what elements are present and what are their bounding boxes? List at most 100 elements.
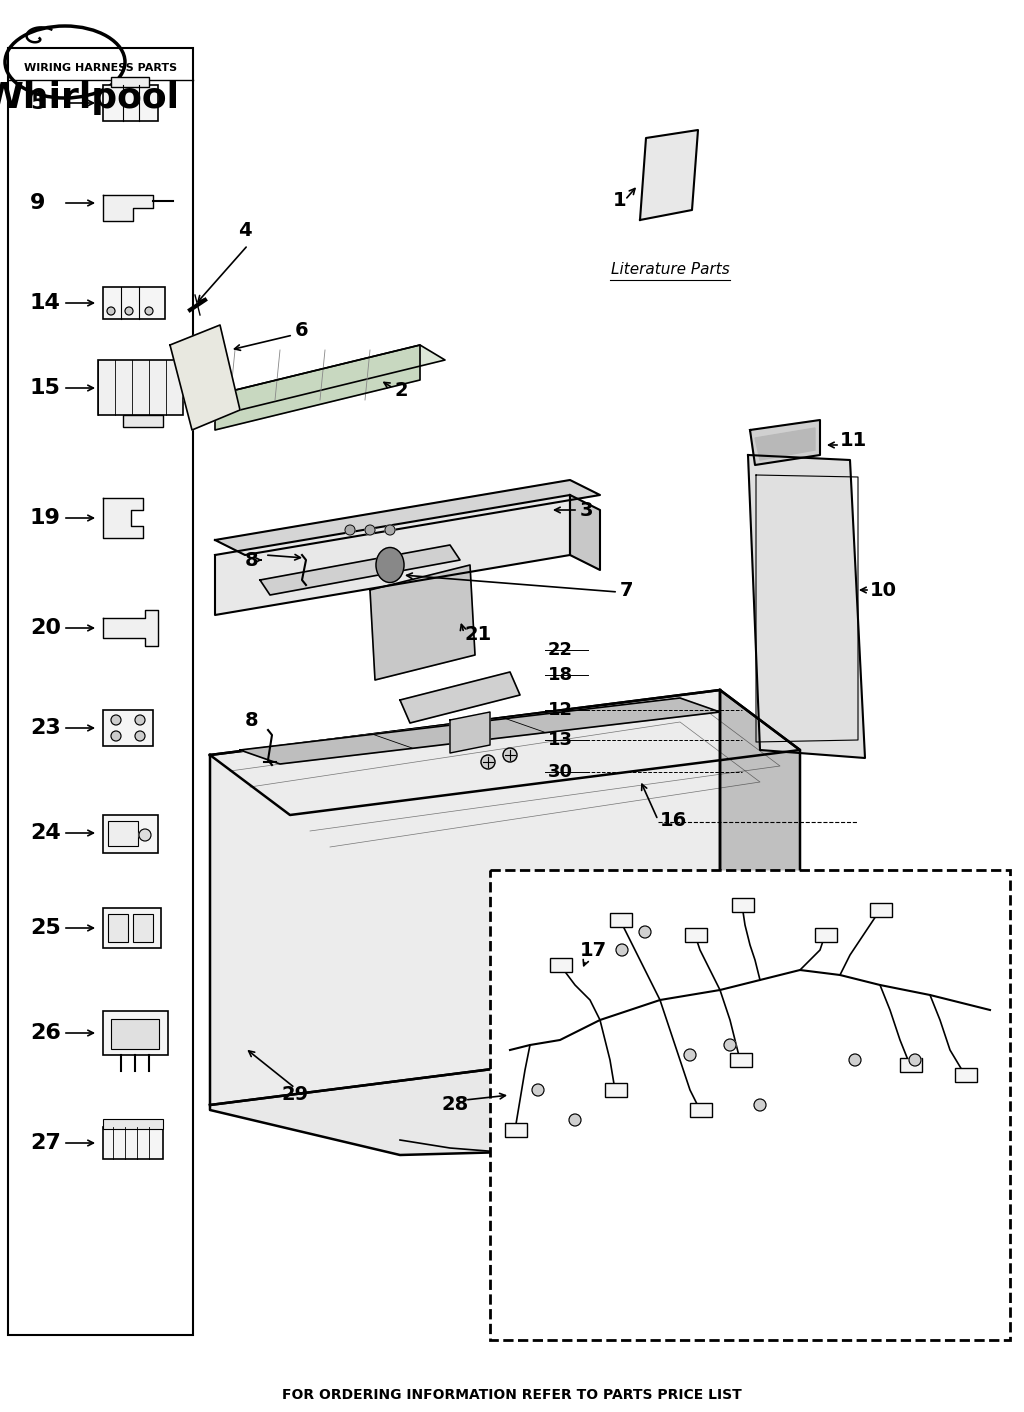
- Circle shape: [385, 525, 395, 535]
- Bar: [900, 1058, 922, 1072]
- Bar: [103, 710, 153, 746]
- Polygon shape: [210, 1041, 720, 1155]
- Polygon shape: [748, 455, 865, 758]
- Polygon shape: [103, 195, 153, 222]
- Text: 16: 16: [660, 810, 687, 829]
- Text: WIRING HARNESS PARTS: WIRING HARNESS PARTS: [24, 64, 177, 73]
- Text: 8: 8: [245, 551, 258, 569]
- Text: 6: 6: [295, 321, 308, 339]
- Circle shape: [106, 306, 115, 315]
- Bar: [610, 914, 632, 928]
- Text: 23: 23: [30, 717, 60, 738]
- Bar: [103, 1011, 168, 1055]
- Text: 20: 20: [30, 618, 61, 638]
- Polygon shape: [755, 428, 815, 460]
- Text: 24: 24: [30, 823, 60, 843]
- Bar: [690, 1103, 712, 1117]
- Polygon shape: [640, 130, 698, 220]
- Polygon shape: [103, 610, 158, 647]
- Polygon shape: [370, 565, 475, 681]
- Bar: [505, 1123, 527, 1137]
- Bar: [685, 928, 707, 942]
- Polygon shape: [400, 672, 520, 723]
- Text: 18: 18: [548, 666, 573, 683]
- Text: 3: 3: [580, 500, 594, 520]
- Polygon shape: [215, 496, 570, 616]
- Bar: [815, 928, 837, 942]
- Circle shape: [503, 748, 517, 762]
- Text: 11: 11: [840, 431, 867, 449]
- Text: 15: 15: [30, 378, 60, 398]
- Text: Literature Parts: Literature Parts: [610, 263, 729, 278]
- Circle shape: [365, 525, 375, 535]
- Polygon shape: [210, 690, 800, 815]
- Bar: [870, 904, 892, 916]
- Circle shape: [616, 945, 628, 956]
- Text: 19: 19: [30, 508, 60, 528]
- Bar: [605, 1083, 627, 1097]
- Text: 25: 25: [30, 918, 60, 938]
- Text: 1: 1: [613, 191, 627, 209]
- Bar: [111, 1019, 159, 1049]
- Text: 14: 14: [30, 294, 60, 313]
- Text: 7: 7: [620, 580, 634, 600]
- Polygon shape: [215, 480, 600, 555]
- Circle shape: [532, 1084, 544, 1096]
- Bar: [103, 1118, 163, 1130]
- Polygon shape: [570, 496, 600, 570]
- Bar: [730, 1053, 752, 1067]
- Circle shape: [481, 755, 495, 770]
- Polygon shape: [215, 345, 420, 431]
- Text: 21: 21: [465, 626, 493, 644]
- Bar: [103, 815, 158, 853]
- Circle shape: [139, 829, 151, 842]
- Polygon shape: [750, 419, 820, 465]
- Text: Whirlpool: Whirlpool: [0, 80, 180, 114]
- Text: 29: 29: [282, 1086, 308, 1104]
- Circle shape: [724, 1039, 736, 1051]
- Bar: [111, 78, 150, 88]
- Text: 27: 27: [30, 1132, 60, 1154]
- Bar: [98, 360, 183, 415]
- Circle shape: [569, 1114, 581, 1125]
- Text: 2: 2: [395, 380, 409, 400]
- Text: 9: 9: [30, 193, 45, 213]
- Bar: [103, 287, 165, 319]
- Text: 8: 8: [245, 710, 258, 730]
- Polygon shape: [215, 345, 445, 409]
- Polygon shape: [450, 712, 490, 753]
- Text: 26: 26: [30, 1024, 60, 1043]
- Text: 22: 22: [548, 641, 573, 659]
- Circle shape: [345, 525, 355, 535]
- Ellipse shape: [376, 548, 404, 583]
- Bar: [103, 908, 161, 947]
- Circle shape: [684, 1049, 696, 1060]
- Polygon shape: [103, 498, 143, 538]
- Text: 12: 12: [548, 700, 573, 719]
- Polygon shape: [720, 690, 800, 1041]
- Bar: [103, 85, 158, 121]
- Polygon shape: [170, 325, 240, 431]
- Text: 5: 5: [30, 93, 45, 113]
- Text: 4: 4: [239, 220, 252, 240]
- Circle shape: [125, 306, 133, 315]
- Bar: [108, 820, 138, 846]
- Circle shape: [145, 306, 153, 315]
- Bar: [133, 914, 153, 942]
- Polygon shape: [240, 698, 720, 764]
- Bar: [550, 957, 572, 971]
- Circle shape: [135, 714, 145, 724]
- Bar: [8, 48, 193, 1334]
- Bar: [732, 898, 754, 912]
- Circle shape: [909, 1053, 921, 1066]
- Circle shape: [639, 926, 651, 938]
- Bar: [955, 1067, 977, 1082]
- Circle shape: [754, 1099, 766, 1111]
- Text: 28: 28: [441, 1096, 469, 1114]
- Bar: [103, 1127, 163, 1159]
- Text: 17: 17: [580, 940, 607, 960]
- Text: 10: 10: [870, 580, 897, 600]
- Bar: [108, 914, 128, 942]
- Text: 30: 30: [548, 762, 573, 781]
- Text: FOR ORDERING INFORMATION REFER TO PARTS PRICE LIST: FOR ORDERING INFORMATION REFER TO PARTS …: [283, 1388, 741, 1402]
